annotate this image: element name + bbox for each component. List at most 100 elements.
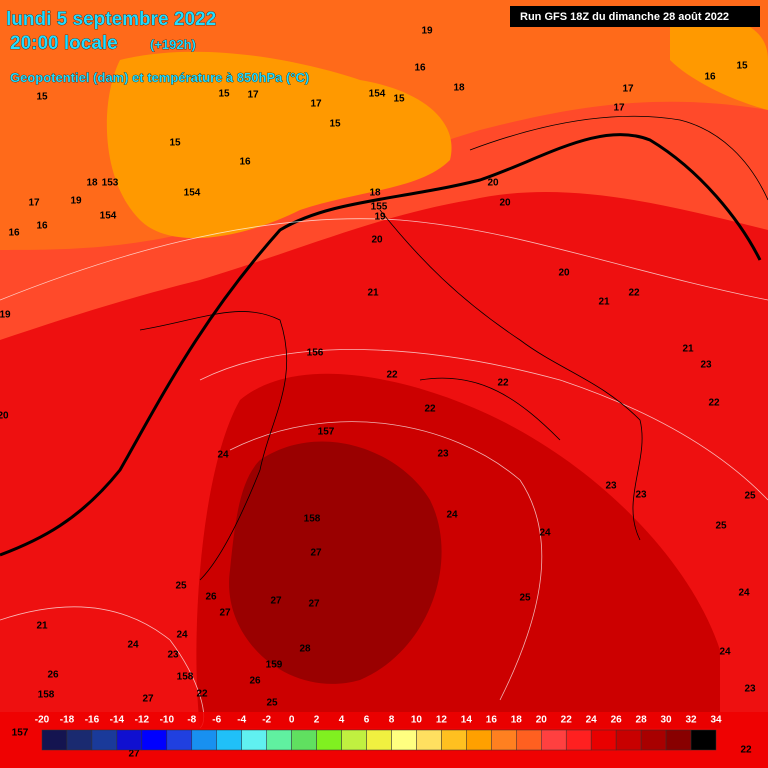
contour-label: 23 (635, 490, 647, 501)
contour-label: 155 (371, 202, 388, 213)
contour-label: 20 (0, 411, 9, 422)
contour-label: 15 (393, 94, 405, 105)
contour-label: 25 (519, 593, 531, 604)
scale-label: 4 (339, 715, 345, 726)
coastlines (139, 115, 768, 581)
contour-label: 21 (682, 344, 694, 355)
contour-label: 19 (374, 212, 386, 223)
contour-label: 158 (38, 690, 55, 701)
contour-label: 22 (196, 689, 208, 700)
contour-label: 27 (128, 749, 140, 760)
scale-label: 32 (685, 715, 697, 726)
contour-label: 27 (219, 608, 231, 619)
scale-label: -20 (35, 715, 50, 726)
contour-label: 23 (605, 481, 617, 492)
scale-swatch (166, 729, 193, 751)
contour-label: 22 (386, 370, 398, 381)
contour-label: 156 (307, 348, 324, 359)
contour-label: 19 (70, 196, 82, 207)
map-title: lundi 5 septembre 2022 (6, 9, 216, 30)
contour-label: 27 (310, 548, 322, 559)
scale-swatch (191, 729, 217, 751)
contour-label: 27 (142, 694, 154, 705)
contour-label: 27 (308, 599, 320, 610)
contour-label: 22 (497, 378, 509, 389)
scale-label: 6 (364, 715, 370, 726)
contour-label: 22 (740, 745, 752, 756)
scale-label: -6 (212, 715, 221, 726)
scale-swatch (91, 729, 118, 751)
scale-label: 28 (636, 715, 648, 726)
scale-label: 18 (511, 715, 523, 726)
scale-label: 22 (561, 715, 573, 726)
yellow-region (106, 51, 452, 239)
scale-swatch (216, 729, 242, 751)
contour-label: 20 (558, 268, 570, 279)
contour-label: 22 (628, 288, 640, 299)
contour-label: 17 (622, 84, 634, 95)
scale-swatch (640, 729, 667, 751)
contour-label: 21 (36, 621, 48, 632)
scale-label: 20 (536, 715, 548, 726)
contour-label: 16 (414, 63, 426, 74)
scale-label: 14 (461, 715, 473, 726)
scale-swatch (41, 729, 68, 751)
scale-swatch (416, 729, 442, 751)
contour-label: 16 (36, 221, 48, 232)
contour-label: 24 (539, 528, 551, 539)
run-info: Run GFS 18Z du dimanche 28 août 2022 (520, 11, 729, 23)
scale-swatch (66, 729, 93, 751)
contour-label: 16 (704, 72, 716, 83)
scale-label: 10 (411, 715, 423, 726)
scale-swatch (491, 729, 517, 751)
scale-label: 34 (710, 715, 722, 726)
contour-label: 19 (421, 26, 433, 37)
contour-label: 15 (36, 92, 48, 103)
contour-label: 17 (247, 90, 259, 101)
contour-label: 20 (371, 235, 383, 246)
scale-label: -10 (160, 715, 175, 726)
contour-label: 24 (738, 588, 750, 599)
contour-label: 24 (176, 630, 188, 641)
scale-swatch (590, 729, 617, 751)
scale-label: 16 (486, 715, 498, 726)
contour-label: 17 (28, 198, 40, 209)
hot-core (229, 441, 442, 684)
scale-swatch (316, 729, 342, 751)
contour-label: 17 (613, 103, 625, 114)
scale-label: -4 (237, 715, 246, 726)
contour-label: 157 (318, 427, 335, 438)
scale-label: -18 (60, 715, 75, 726)
geopotential-contour (0, 133, 762, 557)
scale-label: -8 (187, 715, 196, 726)
contour-label: 23 (700, 360, 712, 371)
scale-swatch (665, 729, 692, 751)
map-subtitle: Geopotentiel (dam) et température à 850h… (10, 70, 309, 85)
contour-label: 19 (0, 310, 11, 321)
scale-label: -14 (110, 715, 125, 726)
scale-swatch (116, 729, 143, 751)
contour-label: 158 (177, 672, 194, 683)
contour-label: 26 (205, 592, 217, 603)
contour-label: 159 (266, 660, 283, 671)
scale-swatch (266, 729, 292, 751)
scale-swatch (391, 729, 417, 751)
scale-label: 12 (436, 715, 448, 726)
scale-label: -16 (85, 715, 100, 726)
contour-label: 16 (239, 157, 251, 168)
contour-label: 26 (47, 670, 59, 681)
scale-swatch (565, 729, 592, 751)
contour-label: 25 (744, 491, 756, 502)
scale-swatch (241, 729, 267, 751)
contour-label: 27 (270, 596, 282, 607)
contour-label: 158 (304, 514, 321, 525)
scale-swatch (541, 729, 567, 751)
contour-label: 154 (369, 89, 386, 100)
scale-label: -12 (135, 715, 150, 726)
scale-label: 0 (289, 715, 295, 726)
contour-label: 24 (127, 640, 139, 651)
run-box (510, 6, 760, 27)
contour-label: 154 (184, 188, 201, 199)
contour-label: 23 (744, 684, 756, 695)
contour-label: 21 (367, 288, 379, 299)
